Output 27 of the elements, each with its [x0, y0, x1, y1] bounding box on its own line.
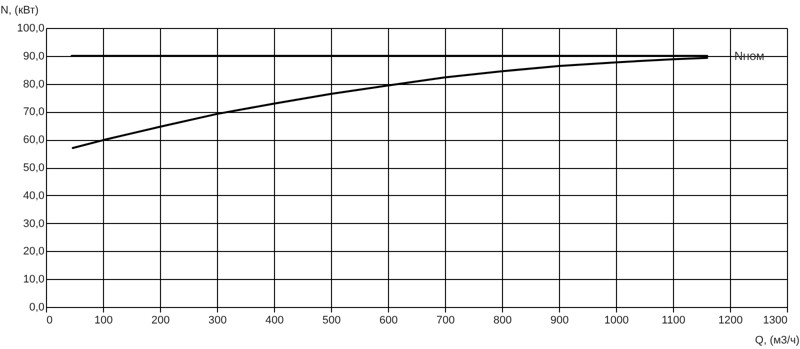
y-axis-title: N, (кВт): [0, 4, 39, 16]
y-tick-label: 20,0: [23, 246, 44, 258]
x-tick-label: 1100: [662, 314, 686, 326]
x-tick-label: 200: [151, 314, 170, 326]
x-tick-label: 1300: [763, 314, 788, 326]
y-tick-label: 60,0: [23, 134, 44, 146]
y-tick-label: 40,0: [23, 190, 44, 202]
y-tick-label: 90,0: [23, 50, 44, 62]
y-tick-label: 0,0: [29, 302, 44, 314]
x-tick-label: 300: [208, 314, 227, 326]
y-tick-label: 10,0: [23, 274, 44, 286]
y-tick-label: 50,0: [23, 162, 44, 174]
x-tick-label: 1000: [604, 314, 629, 326]
x-tick-label: 400: [265, 314, 284, 326]
y-tick-label: 100,0: [16, 22, 44, 34]
x-tick-label: 500: [322, 314, 341, 326]
x-tick-label: 600: [379, 314, 398, 326]
x-tick-label: 100: [94, 314, 113, 326]
x-tick-label: 1200: [718, 314, 743, 326]
y-tick-label: 80,0: [23, 78, 44, 90]
x-tick-label: 700: [436, 314, 455, 326]
y-tick-label: 70,0: [23, 106, 44, 118]
y-tick-label: 30,0: [23, 218, 44, 230]
x-tick-label: 800: [493, 314, 512, 326]
x-tick-label: 900: [550, 314, 569, 326]
x-tick-label: 0: [46, 314, 53, 326]
x-axis-title: Q, (м3/ч): [755, 334, 800, 346]
